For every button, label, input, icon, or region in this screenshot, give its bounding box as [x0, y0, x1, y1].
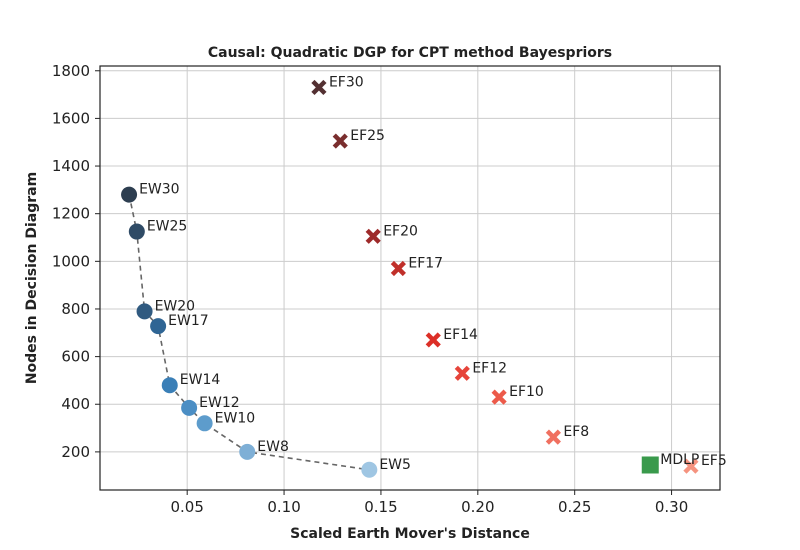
x-tick-label: 0.25 [558, 498, 591, 516]
y-tick-label: 800 [61, 300, 90, 318]
pareto-dashed-line [128, 194, 370, 471]
connecting-line-layer [128, 194, 370, 471]
y-tick-label: 400 [61, 395, 90, 413]
label-ew10: EW10 [215, 410, 256, 426]
y-tick-label: 600 [61, 348, 90, 366]
x-tick-label: 0.10 [267, 498, 300, 516]
point-ew5 [361, 461, 378, 478]
point-ew30 [121, 186, 138, 203]
label-ef10: EF10 [509, 384, 544, 400]
grid [100, 66, 720, 490]
y-tick-label: 1400 [52, 157, 90, 175]
y-axis-ticks: 200 400 600 800 1000 1200 1400 1600 1800 [52, 62, 100, 461]
x-tick-label: 0.30 [655, 498, 688, 516]
label-ew17: EW17 [168, 313, 209, 329]
label-ew30: EW30 [139, 182, 180, 198]
y-tick-label: 1000 [52, 252, 90, 270]
label-ew12: EW12 [199, 395, 240, 411]
x-tick-label: 0.05 [170, 498, 203, 516]
label-ef5: EF5 [701, 453, 727, 469]
point-ew17 [150, 318, 167, 335]
point-mdlp [641, 456, 659, 474]
label-ef25: EF25 [350, 128, 385, 144]
y-tick-label: 1600 [52, 109, 90, 127]
point-ef17 [390, 260, 406, 277]
point-ef20 [365, 228, 381, 244]
label-ef20: EF20 [383, 223, 418, 239]
point-ew20 [136, 303, 153, 320]
point-ef5 [683, 458, 699, 474]
point-ew10 [196, 415, 213, 432]
point-ef10 [491, 389, 507, 405]
label-mdlp: MDLP [660, 452, 699, 468]
point-ef14 [425, 332, 441, 348]
point-ef12 [454, 365, 470, 381]
label-ew14: EW14 [180, 372, 221, 388]
label-ef17: EF17 [408, 255, 443, 271]
point-ew25 [128, 223, 145, 240]
label-ew8: EW8 [257, 439, 289, 455]
point-ew12 [181, 399, 198, 416]
point-ew14 [161, 377, 178, 394]
plot-frame [99, 65, 721, 491]
x-tick-label: 0.20 [461, 498, 494, 516]
label-ef8: EF8 [563, 424, 589, 440]
y-tick-label: 1800 [52, 62, 90, 80]
x-axis-ticks: 0.05 0.10 0.15 0.20 0.25 0.30 [170, 490, 688, 516]
y-tick-label: 200 [61, 443, 90, 461]
y-tick-label: 1200 [52, 205, 90, 223]
point-ew8 [239, 443, 256, 460]
label-ef12: EF12 [472, 360, 507, 376]
label-ew25: EW25 [147, 219, 188, 235]
y-axis-label: Nodes in Decision Diagram [24, 172, 40, 384]
point-ef25 [332, 133, 348, 149]
point-ef8 [545, 429, 561, 445]
label-ef14: EF14 [443, 327, 478, 343]
x-tick-label: 0.15 [364, 498, 397, 516]
label-ew5: EW5 [379, 457, 411, 473]
label-ef30: EF30 [329, 74, 364, 90]
label-ew20: EW20 [155, 298, 196, 314]
chart-title: Causal: Quadratic DGP for CPT method Bay… [208, 45, 612, 61]
point-ef30 [311, 79, 327, 96]
x-axis-label: Scaled Earth Mover's Distance [290, 526, 530, 542]
